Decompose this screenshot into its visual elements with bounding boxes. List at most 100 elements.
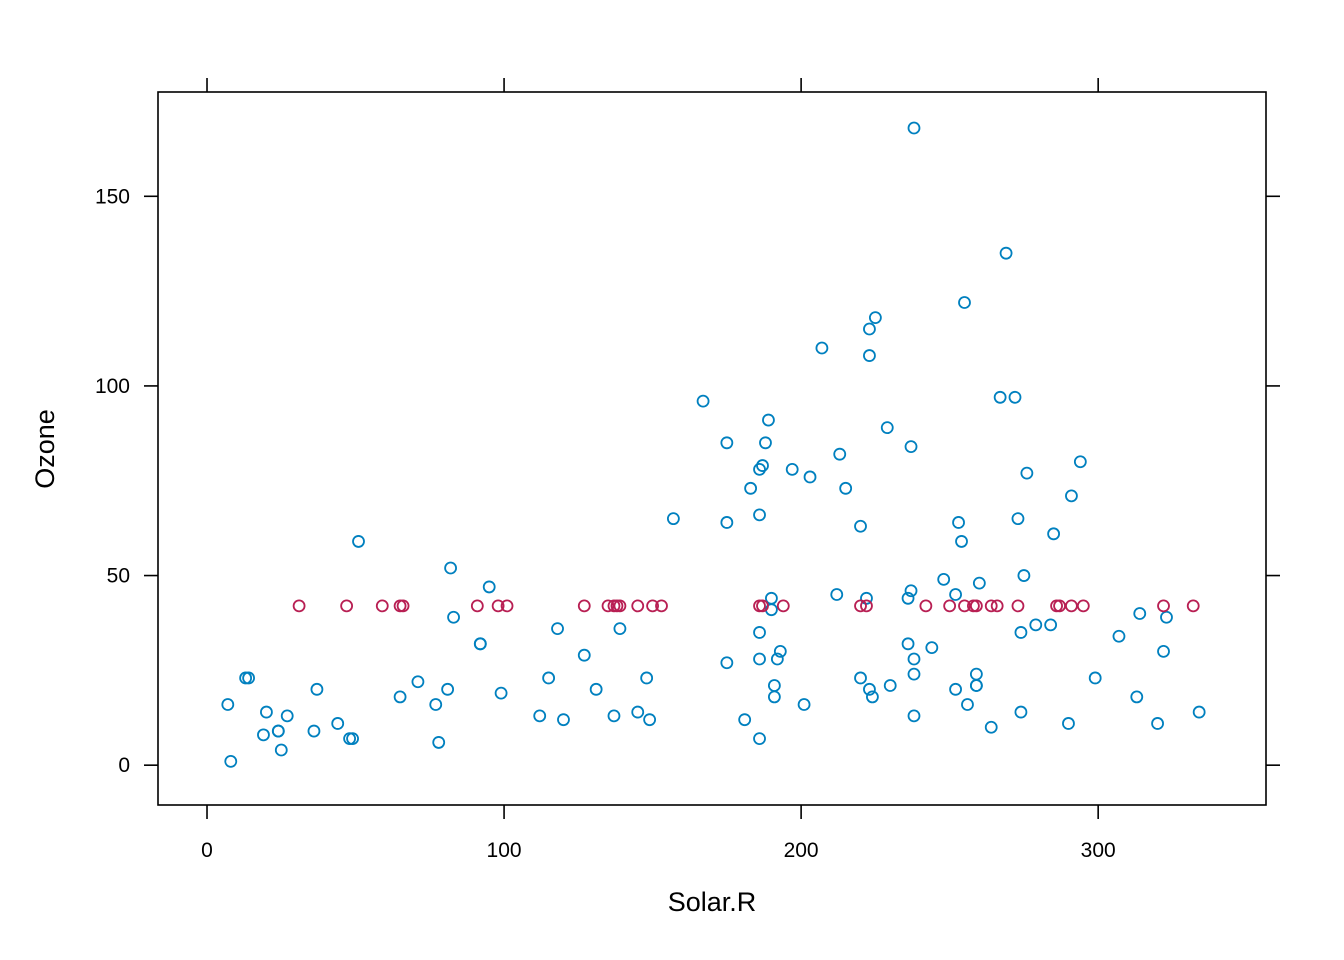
data-point (854, 599, 867, 613)
data-point (756, 599, 769, 613)
y-tick-label: 150 (95, 185, 130, 208)
data-point (883, 679, 897, 692)
data-point (1065, 599, 1078, 613)
data-point (607, 709, 621, 723)
data-points (221, 121, 1206, 768)
data-point (969, 599, 983, 613)
data-point (340, 599, 354, 613)
data-point (720, 516, 734, 529)
plot-panel (157, 91, 1267, 806)
data-point (432, 736, 446, 749)
data-point (441, 682, 455, 696)
data-point (352, 535, 365, 548)
data-point (1157, 599, 1170, 613)
data-point (756, 459, 769, 472)
data-point (1011, 512, 1025, 526)
data-point (655, 599, 668, 613)
data-point (429, 698, 443, 711)
data-point (770, 652, 784, 666)
data-point (1160, 610, 1173, 624)
data-point (863, 682, 876, 696)
data-point (1192, 705, 1206, 719)
data-point (999, 246, 1013, 260)
data-point (907, 652, 921, 666)
data-point (943, 599, 957, 613)
data-point (720, 656, 734, 670)
data-point (396, 599, 410, 613)
data-point (1065, 489, 1078, 503)
y-tick-label: 50 (107, 565, 130, 588)
data-point (1157, 645, 1170, 658)
data-point (720, 436, 734, 450)
data-point (969, 679, 983, 692)
data-point (863, 349, 876, 362)
data-point (854, 671, 867, 685)
data-point (542, 671, 556, 685)
data-point (631, 705, 645, 719)
data-point (1130, 690, 1144, 704)
data-point (257, 728, 270, 742)
data-point (738, 713, 752, 727)
data-point (1062, 717, 1075, 730)
data-point (271, 724, 285, 738)
data-point (937, 572, 951, 586)
data-point (533, 709, 547, 723)
data-point (631, 599, 645, 613)
data-point (375, 599, 389, 613)
data-point (224, 754, 238, 768)
data-point (984, 720, 998, 734)
axis-ticks: 0 100 200 300 0 50 100 150 (95, 78, 1280, 862)
data-point (292, 599, 306, 613)
data-point (482, 580, 496, 594)
data-point (1047, 527, 1061, 541)
data-point (1014, 705, 1028, 719)
data-point (696, 394, 710, 408)
data-point (1017, 569, 1031, 582)
data-point (753, 732, 766, 746)
data-point (907, 667, 921, 681)
data-point (830, 588, 844, 601)
data-point (904, 584, 918, 598)
data-point (955, 535, 968, 548)
data-point (557, 713, 570, 727)
data-point (904, 440, 918, 454)
data-point (839, 481, 853, 495)
data-point (643, 713, 657, 727)
data-point (1029, 618, 1043, 632)
data-point (815, 341, 829, 355)
data-point (221, 698, 235, 711)
data-point (1076, 599, 1090, 613)
data-point (863, 322, 876, 336)
data-point (753, 462, 766, 476)
data-point (242, 671, 256, 685)
x-tick-label: 100 (487, 839, 522, 862)
data-point (785, 462, 799, 476)
y-tick-label: 0 (118, 754, 130, 777)
data-point (969, 667, 983, 681)
data-point (640, 671, 654, 685)
data-point (494, 686, 508, 700)
data-point (868, 311, 882, 325)
data-point (797, 698, 811, 711)
data-point (470, 599, 484, 613)
data-point (473, 637, 487, 651)
data-point (990, 599, 1004, 613)
data-point (753, 652, 766, 666)
data-point (1011, 599, 1025, 613)
data-point (753, 508, 766, 522)
data-point (1020, 466, 1034, 480)
data-point (925, 641, 939, 655)
data-point (919, 599, 933, 613)
data-point (393, 690, 407, 704)
data-point (961, 698, 974, 711)
data-point (776, 599, 790, 613)
data-point (331, 717, 345, 730)
data-point (993, 390, 1007, 404)
data-point (1014, 626, 1028, 639)
data-point (1151, 717, 1164, 730)
data-point (589, 682, 603, 696)
data-point (444, 561, 457, 575)
data-point (447, 610, 460, 624)
data-point (907, 121, 921, 135)
data-point (767, 679, 781, 692)
